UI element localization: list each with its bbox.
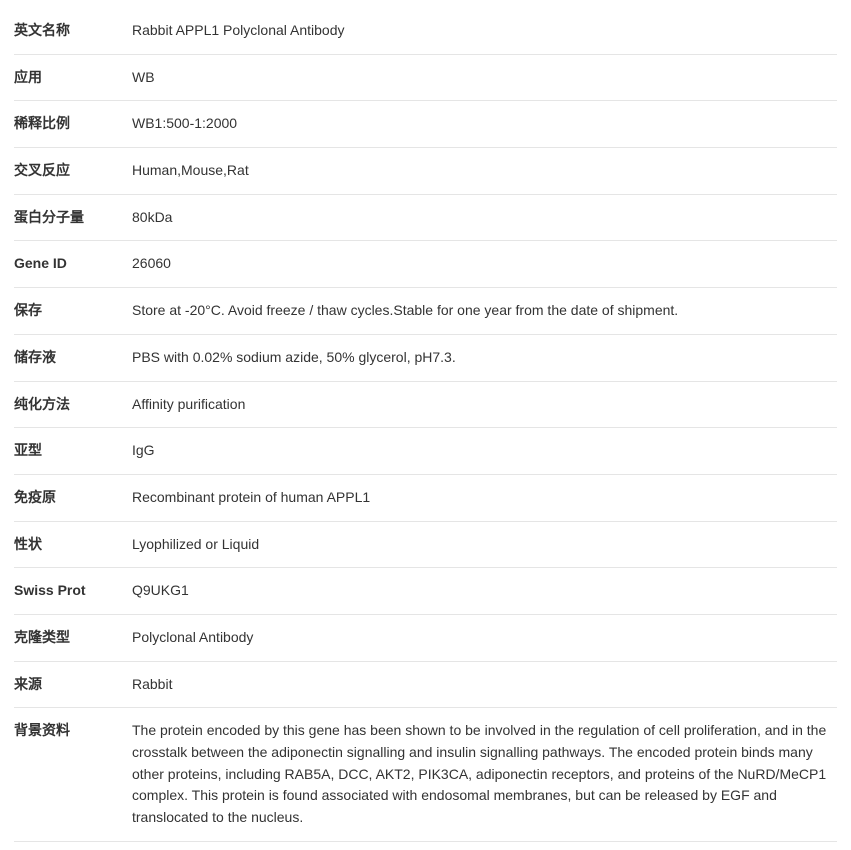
row-label: 克隆类型 bbox=[14, 614, 132, 661]
table-row: 来源 Rabbit bbox=[14, 661, 837, 708]
table-row: 蛋白分子量 80kDa bbox=[14, 194, 837, 241]
row-value: WB1:500-1:2000 bbox=[132, 101, 837, 148]
table-row: 亚型 IgG bbox=[14, 428, 837, 475]
row-label: 稀释比例 bbox=[14, 101, 132, 148]
table-row: Swiss Prot Q9UKG1 bbox=[14, 568, 837, 615]
row-value: 80kDa bbox=[132, 194, 837, 241]
spec-table-body: 英文名称 Rabbit APPL1 Polyclonal Antibody 应用… bbox=[14, 8, 837, 841]
table-row: Gene ID 26060 bbox=[14, 241, 837, 288]
row-value: Polyclonal Antibody bbox=[132, 614, 837, 661]
table-row: 稀释比例 WB1:500-1:2000 bbox=[14, 101, 837, 148]
row-value: PBS with 0.02% sodium azide, 50% glycero… bbox=[132, 334, 837, 381]
row-value: Lyophilized or Liquid bbox=[132, 521, 837, 568]
row-value: The protein encoded by this gene has bee… bbox=[132, 708, 837, 841]
row-value: Recombinant protein of human APPL1 bbox=[132, 474, 837, 521]
row-label: 应用 bbox=[14, 54, 132, 101]
table-row: 应用 WB bbox=[14, 54, 837, 101]
row-value: 26060 bbox=[132, 241, 837, 288]
table-row: 英文名称 Rabbit APPL1 Polyclonal Antibody bbox=[14, 8, 837, 54]
row-label: Gene ID bbox=[14, 241, 132, 288]
row-label: 来源 bbox=[14, 661, 132, 708]
row-label: 性状 bbox=[14, 521, 132, 568]
row-value: Rabbit bbox=[132, 661, 837, 708]
table-row: 性状 Lyophilized or Liquid bbox=[14, 521, 837, 568]
row-label: 保存 bbox=[14, 288, 132, 335]
table-row: 免疫原 Recombinant protein of human APPL1 bbox=[14, 474, 837, 521]
table-row: 保存 Store at -20°C. Avoid freeze / thaw c… bbox=[14, 288, 837, 335]
row-label: 背景资料 bbox=[14, 708, 132, 841]
table-row: 纯化方法 Affinity purification bbox=[14, 381, 837, 428]
table-row: 背景资料 The protein encoded by this gene ha… bbox=[14, 708, 837, 841]
row-value: IgG bbox=[132, 428, 837, 475]
table-row: 克隆类型 Polyclonal Antibody bbox=[14, 614, 837, 661]
row-label: 蛋白分子量 bbox=[14, 194, 132, 241]
row-value: Store at -20°C. Avoid freeze / thaw cycl… bbox=[132, 288, 837, 335]
row-label: 纯化方法 bbox=[14, 381, 132, 428]
row-label: 储存液 bbox=[14, 334, 132, 381]
table-row: 交叉反应 Human,Mouse,Rat bbox=[14, 148, 837, 195]
row-label: Swiss Prot bbox=[14, 568, 132, 615]
row-value: Rabbit APPL1 Polyclonal Antibody bbox=[132, 8, 837, 54]
row-value: Human,Mouse,Rat bbox=[132, 148, 837, 195]
row-value: WB bbox=[132, 54, 837, 101]
table-row: 储存液 PBS with 0.02% sodium azide, 50% gly… bbox=[14, 334, 837, 381]
row-label: 亚型 bbox=[14, 428, 132, 475]
spec-table: 英文名称 Rabbit APPL1 Polyclonal Antibody 应用… bbox=[14, 8, 837, 842]
row-label: 免疫原 bbox=[14, 474, 132, 521]
row-label: 英文名称 bbox=[14, 8, 132, 54]
row-label: 交叉反应 bbox=[14, 148, 132, 195]
row-value: Q9UKG1 bbox=[132, 568, 837, 615]
row-value: Affinity purification bbox=[132, 381, 837, 428]
